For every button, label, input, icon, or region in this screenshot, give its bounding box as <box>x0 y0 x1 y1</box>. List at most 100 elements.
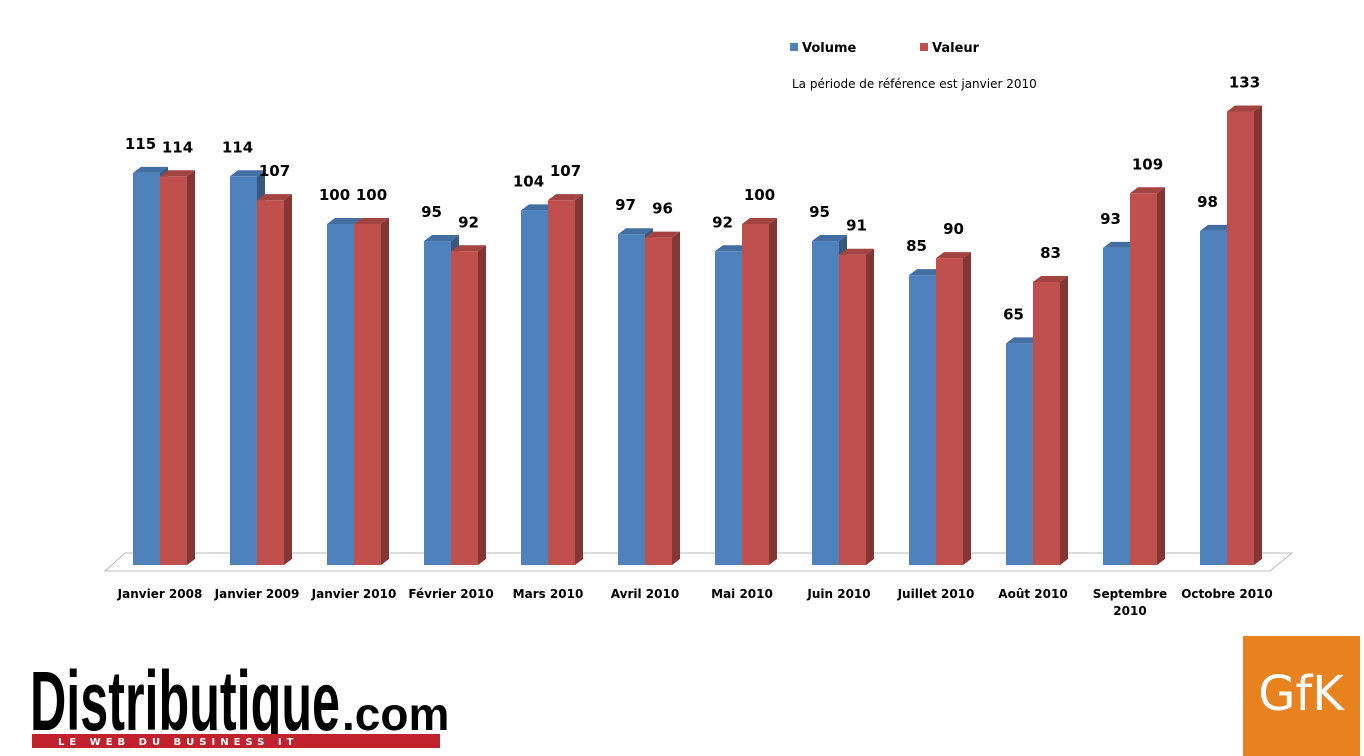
x-tick-label: Février 2010 <box>408 587 494 601</box>
value-label: 133 <box>1229 73 1260 91</box>
bar <box>548 200 575 565</box>
legend-swatch <box>790 43 798 51</box>
bar <box>451 251 478 565</box>
x-tick-label: Avril 2010 <box>610 587 680 601</box>
bar-top <box>645 231 680 238</box>
bar-top <box>812 235 847 242</box>
logo-gfk-text: GfK <box>1258 666 1345 722</box>
bar-side <box>381 218 389 565</box>
logo-domain: .com <box>342 688 449 740</box>
value-label: 92 <box>712 213 733 231</box>
value-label: 107 <box>259 162 290 180</box>
value-label: 100 <box>356 186 387 204</box>
logo-bar <box>32 734 440 748</box>
x-tick-label: Juin 2010 <box>807 587 871 601</box>
logo-site: Distributique <box>30 654 340 748</box>
bar-top <box>160 170 195 177</box>
value-label: 104 <box>513 172 544 190</box>
bar-side <box>284 194 292 565</box>
legend-label: Valeur <box>932 41 980 56</box>
bar-side <box>672 231 680 565</box>
legend-swatch <box>920 43 928 51</box>
bar <box>812 241 839 566</box>
x-tick-label: Mars 2010 <box>512 587 584 601</box>
value-label: 109 <box>1132 155 1163 173</box>
bar-side <box>1060 275 1068 565</box>
x-tick-label: Janvier 2009 <box>214 587 300 601</box>
bar-top <box>715 245 750 252</box>
bar <box>133 172 160 565</box>
value-label: 114 <box>162 138 193 156</box>
bar-side <box>963 252 971 565</box>
value-label: 85 <box>906 237 927 255</box>
bar <box>1006 343 1033 565</box>
bar-top <box>1227 105 1262 112</box>
x-tick-label: Août 2010 <box>998 587 1068 601</box>
bar <box>1130 193 1157 565</box>
bar <box>1033 281 1060 565</box>
bar-side <box>1254 105 1262 565</box>
x-tick-label: Mai 2010 <box>711 587 773 601</box>
bar-top <box>354 218 389 224</box>
value-label: 114 <box>222 138 253 156</box>
bar-top <box>133 166 168 173</box>
bar <box>715 251 742 565</box>
bar <box>1227 111 1254 565</box>
bar-top <box>839 248 874 255</box>
logo-gfk <box>1243 636 1360 756</box>
bar <box>354 224 381 565</box>
value-label: 92 <box>458 213 479 231</box>
bar-top <box>521 204 556 211</box>
bar-top <box>424 235 459 242</box>
bar <box>909 275 936 565</box>
legend-label: Volume <box>802 41 857 56</box>
bar-side <box>769 218 777 565</box>
value-label: 95 <box>421 203 442 221</box>
x-tick-label: Janvier 2008 <box>117 587 203 601</box>
value-label: 91 <box>846 217 867 235</box>
value-label: 83 <box>1040 244 1061 262</box>
value-label: 97 <box>615 196 636 214</box>
bar <box>424 241 451 566</box>
bar <box>645 237 672 565</box>
bar-top <box>1103 241 1138 248</box>
value-label: 100 <box>744 186 775 204</box>
bar-side <box>1157 187 1165 565</box>
bar <box>1200 230 1227 565</box>
value-label: 107 <box>550 162 581 180</box>
bar <box>160 176 187 565</box>
value-label: 98 <box>1197 193 1218 211</box>
bar-side <box>575 194 583 565</box>
value-label: 90 <box>943 220 964 238</box>
bar-top <box>1130 187 1165 194</box>
value-label: 93 <box>1100 210 1121 228</box>
bar-side <box>187 170 195 565</box>
bar-top <box>548 194 583 201</box>
bar <box>521 210 548 566</box>
bar-side <box>478 245 486 565</box>
x-tick-label: Octobre 2010 <box>1181 587 1273 601</box>
bar <box>839 254 866 565</box>
bar-top <box>618 228 653 235</box>
bar <box>618 234 645 566</box>
bar-top <box>1006 337 1041 344</box>
x-tick-label: Septembre 2010 <box>1092 587 1168 618</box>
bar <box>1103 247 1130 565</box>
chart-note: La période de référence est janvier 2010 <box>792 77 1037 91</box>
bar-top <box>451 245 486 252</box>
bar <box>327 224 354 565</box>
value-label: 115 <box>125 135 156 153</box>
bar <box>936 258 963 565</box>
value-label: 96 <box>652 200 673 218</box>
value-label: 100 <box>319 186 350 204</box>
bar-top <box>230 170 265 177</box>
bar <box>742 224 769 565</box>
bar <box>257 200 284 565</box>
bar <box>230 176 257 565</box>
bar-top <box>742 218 777 224</box>
bar-top <box>1200 224 1235 231</box>
x-tick-label: Janvier 2010 <box>311 587 397 601</box>
bar-side <box>866 248 874 565</box>
